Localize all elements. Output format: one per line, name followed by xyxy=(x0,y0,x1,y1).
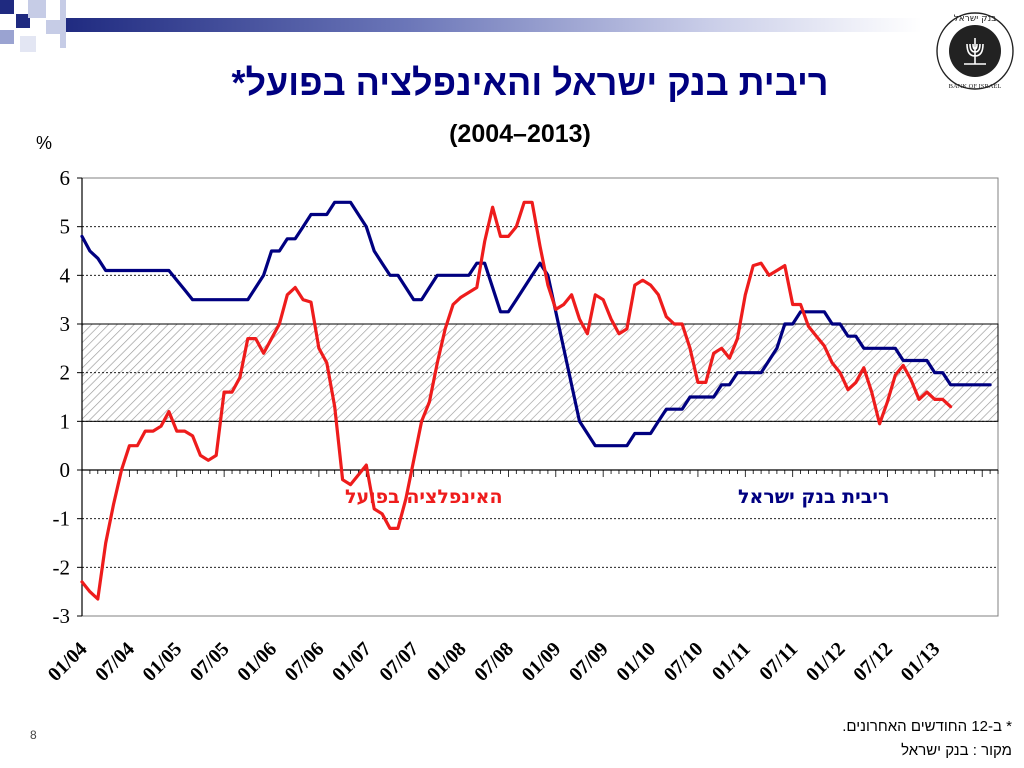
header-bar xyxy=(62,18,922,32)
y-tick-label: -3 xyxy=(53,604,71,628)
y-tick-label: 4 xyxy=(60,263,71,287)
deco-square xyxy=(0,0,14,14)
x-tick-label: 07/10 xyxy=(660,638,708,686)
plot-area xyxy=(81,177,999,617)
y-tick-label: 5 xyxy=(60,215,71,239)
logo-text-hebrew: בנק ישראל xyxy=(954,14,997,24)
y-tick-label: 3 xyxy=(60,312,71,336)
x-tick-label: 07/05 xyxy=(186,638,234,686)
x-tick-label: 01/10 xyxy=(612,638,660,686)
logo-text-english: BANK OF ISRAEL xyxy=(949,83,1002,90)
x-tick-label: 01/04 xyxy=(44,638,92,686)
x-tick-label: 07/09 xyxy=(565,638,613,686)
footnote-source: מקור : בנק ישראל xyxy=(901,742,1012,759)
series-line-inflation xyxy=(80,200,953,601)
x-tick-label: 07/04 xyxy=(91,638,139,686)
x-tick-label: 01/11 xyxy=(708,638,755,685)
y-tick-label: -1 xyxy=(53,507,71,531)
slide-subtitle: (2004–2013) xyxy=(449,120,591,148)
y-tick-label: 0 xyxy=(60,458,71,482)
slide-title: ריבית בנק ישראל והאינפלציה בפועל* xyxy=(231,62,829,103)
page-number: 8 xyxy=(30,728,37,742)
x-tick-label: 01/08 xyxy=(423,638,471,686)
x-tick-label: 07/08 xyxy=(470,638,518,686)
y-tick-label: -2 xyxy=(53,555,71,579)
y-axis-unit: % xyxy=(36,133,53,153)
series-line-bank-rate xyxy=(80,200,992,448)
deco-square xyxy=(0,30,14,44)
y-tick-label: 1 xyxy=(60,409,71,433)
corner-decoration xyxy=(0,0,60,60)
x-tick-label: 01/05 xyxy=(139,638,187,686)
y-tick-label: 2 xyxy=(60,361,71,385)
x-tick-label: 01/12 xyxy=(802,638,850,686)
deco-square xyxy=(16,14,30,28)
x-tick-label: 01/13 xyxy=(897,638,945,686)
deco-square xyxy=(20,36,36,52)
annotation-bank-rate: ריבית בנק ישראל xyxy=(738,486,889,508)
bank-of-israel-logo: בנק ישראל BANK OF ISRAEL xyxy=(936,12,1014,90)
x-tick-label: 07/11 xyxy=(755,638,802,685)
deco-square xyxy=(46,20,60,34)
header-bar-left xyxy=(60,0,66,48)
x-tick-label: 01/09 xyxy=(518,638,566,686)
deco-square xyxy=(28,0,46,18)
footnote-inflation-period: * ב-12 החודשים האחרונים. xyxy=(842,718,1012,735)
x-tick-label: 01/07 xyxy=(328,638,376,686)
annotation-inflation: האינפלציה בפועל xyxy=(345,486,503,508)
x-tick-label: 07/07 xyxy=(375,638,423,686)
x-tick-label: 07/12 xyxy=(849,638,897,686)
y-tick-label: 6 xyxy=(60,166,71,190)
x-tick-label: 01/06 xyxy=(233,638,281,686)
x-tick-label: 07/06 xyxy=(281,638,329,686)
target-band xyxy=(81,323,999,422)
